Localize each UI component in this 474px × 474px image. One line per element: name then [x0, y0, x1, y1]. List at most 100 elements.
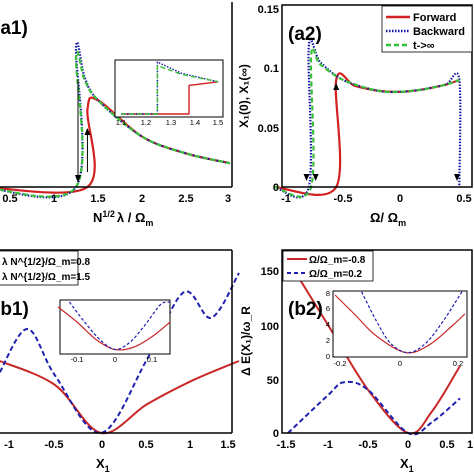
panel-a1-inset: 1.1 1.2 1.3 1.4 1.5: [114, 59, 224, 127]
panel-a1-xtick: 1: [51, 193, 57, 205]
panel-a2-xtick: -0.5: [334, 193, 353, 205]
panel-b1-legend-box: [0, 250, 79, 286]
panel-b2-inset: 0 2 4 6 8 -0.2 0 0.2: [326, 289, 468, 368]
panel-b2-inset-ytick: 0: [326, 352, 330, 361]
panel-b1-inset-frame: [59, 299, 171, 355]
panel-b1-xlabel: X1: [96, 456, 110, 474]
panel-b1-legend: λ N^{1/2}/Ω_m=0.8 λ N^{1/2}/Ω_m=1.5: [0, 250, 91, 286]
panel-b2-xtick: 0: [405, 439, 411, 451]
panel-b2-curves: [287, 259, 461, 436]
panel-b2-inset-xtick: 0.2: [453, 359, 463, 368]
panel-b2-xlabel-sub: 1: [409, 464, 414, 474]
panel-a1-xtick: 0.5: [2, 193, 17, 205]
panel-a1-label: (a1): [0, 18, 28, 39]
panel-b2-xtick: -1.5: [277, 439, 296, 451]
panel-a1-xticks: 0.5 1 1.5 2 2.5 3: [2, 193, 231, 205]
panel-a1-arrowhead: [75, 175, 81, 183]
panel-b2-xtick: 1: [467, 439, 473, 451]
panel-b2-ytick: 150: [261, 266, 279, 278]
panel-b2-frame: [281, 249, 473, 434]
panel-a2-arrowhead: [333, 83, 340, 90]
panel-b2-ylabel: Δ E(X₁)/ω_R: [239, 306, 253, 376]
panel-b1-inset-xtick: 0: [113, 355, 117, 364]
panel-a2-ytick: 0.1: [264, 63, 279, 75]
panel-b2-xlabel: X1: [400, 456, 414, 474]
panel-a2-ytick: 0.05: [258, 123, 279, 135]
panel-b2-xlabel-main: X: [400, 456, 409, 471]
panel-b2-xtick: -0.5: [359, 439, 378, 451]
panel-a1-xlabel-main: N: [93, 210, 102, 225]
panel-a2-series-0: [274, 72, 460, 197]
panel-a1-arrowhead: [84, 128, 91, 135]
panel-b1-xtick: -1: [4, 439, 14, 451]
panel-a1-xtick: 2.5: [178, 193, 193, 205]
panel-b2-inset-curves: [334, 291, 466, 354]
panel-b2-legend-label: Ω/Ω_m=0.2: [309, 269, 362, 280]
panel-a1-xlabel-sup: 1/2: [102, 209, 115, 219]
panel-b1-xtick: 0.5: [138, 439, 153, 451]
panel-b2: (b2) 0 50 100 150 -1.5 -1 -0.5 0 0.5 1 X…: [239, 249, 473, 474]
panel-a2-xtick: 0: [397, 193, 403, 205]
panel-b2-inset-ytick: 2: [326, 336, 330, 345]
panel-a1-inset-xtick: 1.2: [141, 118, 151, 127]
panel-a1-inset-xtick: 1.1: [116, 118, 126, 127]
panel-b1-inset-series-1: [68, 301, 171, 351]
panel-a1-inset-xtick: 1.3: [166, 118, 176, 127]
panel-b2-inset-ytick: 4: [326, 320, 330, 329]
panel-b2-ytick: 100: [261, 321, 279, 333]
panel-b1-xlabel-sub: 1: [105, 464, 110, 474]
panel-a2-series-2: [274, 47, 460, 198]
panel-b1-legend-label: λ N^{1/2}/Ω_m=1.5: [2, 272, 91, 283]
panel-b1-xtick: -0.5: [45, 439, 64, 451]
panel-a2-legend: Forward Backward t->∞: [381, 5, 473, 53]
panel-b1-xlabel-main: X: [96, 456, 105, 471]
panel-b1-xtick: 1: [187, 439, 193, 451]
panel-b2-inset-xtick: 0: [398, 359, 402, 368]
panel-b2-inset-ytick: 6: [326, 304, 330, 313]
panel-a1-inset-series-2: [121, 64, 219, 115]
panel-a2: (a2) 0 0.05 0.1 0.15 -1 -0.5 0 0.5 Ω/ Ωm…: [237, 4, 473, 228]
panel-a1-xtick: 1.5: [90, 193, 105, 205]
panel-b2-inset-series-1: [361, 291, 463, 354]
panel-a1-xlabel: N1/2 λ / Ωm: [93, 209, 153, 228]
panel-a2-ytick: 0.15: [258, 4, 279, 16]
panel-a2-xlabel-sub: m: [398, 218, 406, 228]
panel-a2-ylabel: X₁(0), X₁(∞): [237, 64, 251, 128]
panel-b2-ytick: 0: [273, 428, 279, 440]
panel-b1-series-1: [0, 272, 240, 435]
panel-a1-inset-xtick: 1.5: [213, 118, 223, 127]
panel-a2-xtick: -1: [281, 193, 291, 205]
panel-a2-arrowhead: [454, 174, 460, 181]
panel-b2-xtick: 0.5: [439, 439, 454, 451]
panel-a2-legend-label: Forward: [413, 12, 456, 24]
panel-a1-xtick: 3: [225, 193, 231, 205]
panel-b1-inset-xtick: -0.1: [71, 355, 84, 364]
panel-b1-xtick: 1.5: [220, 439, 235, 451]
panel-b2-inset-frame: [332, 290, 468, 358]
panel-a1-inset-curves: [121, 61, 219, 115]
panel-b1-series-0: [0, 360, 240, 435]
panel-b2-inset-xtick: -0.2: [334, 359, 347, 368]
panel-a2-legend-label: t->∞: [413, 40, 435, 52]
panel-a1-series-0: [0, 96, 231, 194]
panel-b2-legend-label: Ω/Ω_m=-0.8: [309, 255, 366, 266]
panel-a2-xtick: 0.5: [456, 193, 471, 205]
panel-b2-series-0: [287, 259, 461, 435]
panel-a2-arrowhead: [312, 174, 319, 181]
panel-b1: (b1) λ N^{1/2}/Ω_m=0.8 λ N^{1/2}/Ω_m=1.5…: [0, 249, 240, 474]
panel-a1-xlabel-sub: m: [145, 218, 153, 228]
panel-b2-ytick: 50: [267, 375, 279, 387]
panel-a2-label: (a2): [288, 24, 322, 45]
panel-a2-frame: [281, 4, 473, 188]
panel-b1-curves: [0, 272, 240, 435]
panel-b2-inset-ytick: 8: [326, 289, 330, 298]
panel-b2-xtick: -1: [323, 439, 333, 451]
panel-a2-series-1: [274, 38, 462, 199]
panel-b1-xtick: 0: [99, 439, 105, 451]
panel-a2-xlabel-main: Ω/ Ω: [370, 210, 398, 225]
panel-a1-inset-xtick: 1.4: [190, 118, 200, 127]
panel-b2-legend-box: [282, 250, 374, 282]
panel-b1-inset-curves: [57, 301, 171, 351]
panel-a1-series-2: [0, 50, 231, 198]
